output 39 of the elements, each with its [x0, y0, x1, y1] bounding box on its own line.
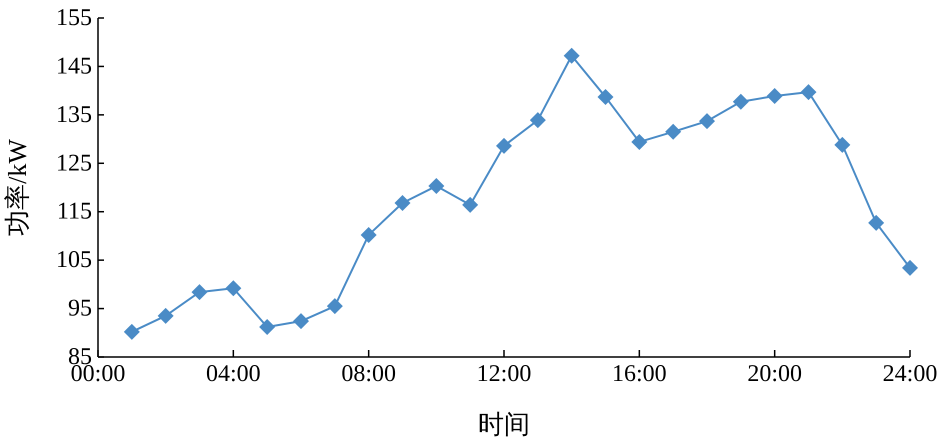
y-tick-label: 145: [56, 53, 92, 80]
x-tick-label: 08:00: [341, 361, 396, 387]
x-axis-title: 时间: [478, 410, 530, 439]
x-tick-label: 04:00: [206, 361, 261, 387]
y-tick-label: 95: [68, 296, 92, 322]
point: [732, 94, 749, 110]
point: [192, 284, 208, 300]
point: [259, 318, 276, 335]
point: [902, 260, 918, 276]
y-tick-label: 135: [56, 102, 92, 128]
point: [699, 113, 715, 130]
point: [462, 196, 478, 213]
point: [598, 88, 614, 105]
point: [394, 194, 410, 211]
point: [293, 313, 309, 330]
point: [766, 88, 783, 104]
point: [360, 226, 377, 243]
point: [225, 280, 242, 296]
x-tick-label: 12:00: [476, 361, 532, 387]
point: [124, 324, 140, 340]
x-tick-label: 16:00: [612, 361, 667, 387]
y-tick-label: 105: [56, 247, 92, 274]
point: [326, 298, 343, 314]
point: [428, 178, 444, 194]
point: [158, 308, 174, 324]
point: [800, 84, 816, 100]
point: [564, 48, 580, 64]
point: [631, 134, 648, 150]
x-tick-label: 24:00: [882, 361, 938, 387]
point: [834, 136, 850, 153]
y-tick-label: 125: [56, 150, 92, 176]
point: [665, 124, 682, 140]
y-axis-title: 功率/kW: [3, 138, 32, 236]
y-tick-label: 115: [56, 198, 92, 225]
y-tick-label: 155: [56, 5, 92, 31]
point: [496, 138, 512, 154]
point: [530, 112, 546, 128]
x-tick-label: 20:00: [747, 361, 802, 387]
point: [868, 214, 884, 231]
